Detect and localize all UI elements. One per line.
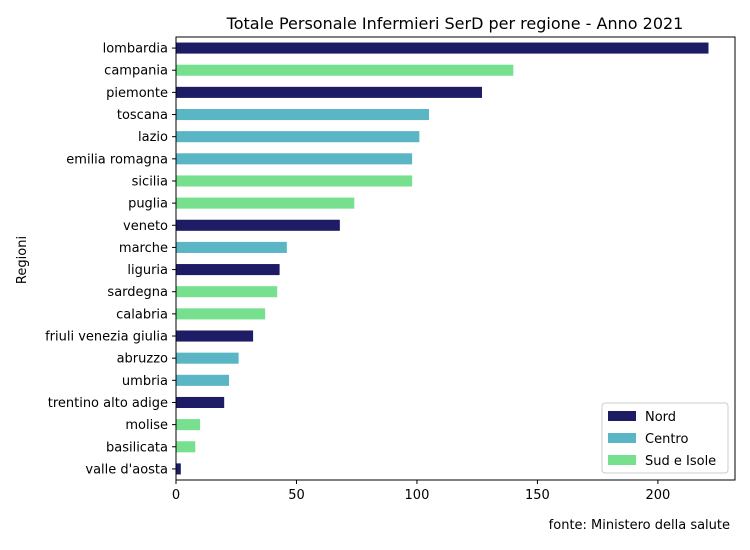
bar-toscana xyxy=(176,108,429,121)
bar-veneto xyxy=(176,219,340,231)
y-tick-label: campania xyxy=(104,64,168,79)
y-tick-label: friuli venezia giulia xyxy=(45,330,168,345)
bar-sicilia xyxy=(176,175,413,187)
bar-sardegna xyxy=(176,286,278,298)
bar-basilicata xyxy=(176,441,196,453)
y-tick-label: liguria xyxy=(127,263,168,278)
plot-frame xyxy=(175,36,736,481)
bar-campania xyxy=(176,64,514,76)
x-tick-label: 100 xyxy=(405,488,430,503)
legend-swatch xyxy=(608,433,636,443)
y-tick-label: toscana xyxy=(117,108,168,123)
bar-piemonte xyxy=(176,86,483,98)
bar-molise xyxy=(176,419,201,431)
y-tick-label: basilicata xyxy=(106,440,168,455)
bar-emilia-romagna xyxy=(176,153,413,165)
x-tick-label: 0 xyxy=(172,488,180,503)
y-tick-label: calabria xyxy=(116,307,168,322)
bar-trentino-alto-adige xyxy=(176,396,225,409)
y-tick-label: umbria xyxy=(122,374,168,389)
chart-title: Totale Personale Infermieri SerD per reg… xyxy=(226,14,684,33)
x-tick-label: 200 xyxy=(645,488,670,503)
legend-label: Centro xyxy=(645,432,688,447)
y-tick-label: valle d'aosta xyxy=(85,462,168,477)
x-axis-ticks: 0 50 100 150 200 xyxy=(172,480,670,503)
y-tick-label: piemonte xyxy=(106,86,168,101)
bar-marche xyxy=(176,241,287,253)
legend-label: Nord xyxy=(645,410,676,425)
y-tick-label: sardegna xyxy=(107,285,168,300)
y-tick-label: lazio xyxy=(138,130,168,145)
x-tick-label: 50 xyxy=(288,488,305,503)
x-tick-label: 150 xyxy=(525,488,550,503)
y-axis-ticks: lombardia campania piemonte toscana lazio emi… xyxy=(45,42,176,477)
y-tick-label: molise xyxy=(125,418,168,433)
bar-lombardia xyxy=(176,42,709,54)
legend-swatch xyxy=(608,455,636,465)
y-tick-label: sicilia xyxy=(132,174,168,189)
legend: Nord Centro Sud e Isole xyxy=(601,402,729,474)
bar-calabria xyxy=(176,308,266,320)
legend-swatch xyxy=(608,411,636,421)
y-tick-label: marche xyxy=(119,241,168,256)
bar-friuli-venezia-giulia xyxy=(176,330,254,342)
y-tick-label: trentino alto adige xyxy=(48,396,168,411)
bar-liguria xyxy=(176,264,280,276)
y-tick-label: puglia xyxy=(128,197,168,212)
legend-label: Sud e Isole xyxy=(645,454,716,469)
y-axis-label: Regioni xyxy=(15,236,30,284)
y-tick-label: emilia romagna xyxy=(66,152,168,167)
bar-umbria xyxy=(176,374,230,386)
bar-puglia xyxy=(176,197,355,209)
bar-abruzzo xyxy=(176,352,239,364)
y-tick-label: abruzzo xyxy=(117,352,168,367)
y-tick-label: veneto xyxy=(123,219,168,234)
bars xyxy=(176,42,709,475)
source-note: fonte: Ministero della salute xyxy=(548,518,730,533)
y-tick-label: lombardia xyxy=(103,42,168,57)
bar-lazio xyxy=(176,131,420,143)
bar-valle-d-aosta xyxy=(176,463,181,475)
